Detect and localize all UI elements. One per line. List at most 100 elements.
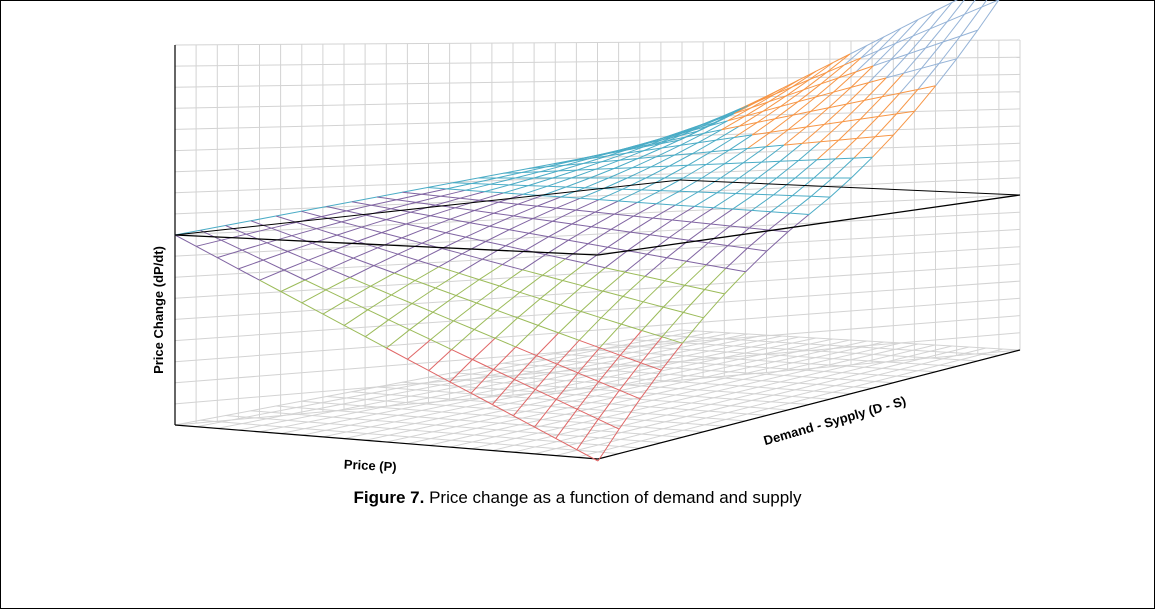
- surface-line: [577, 347, 601, 374]
- surface-line: [956, 29, 979, 60]
- surface-line: [341, 221, 362, 228]
- surface-line: [238, 259, 264, 270]
- surface-line: [792, 110, 811, 116]
- surface-line: [810, 91, 834, 112]
- surface-line: [585, 262, 606, 269]
- surface-line: [710, 149, 730, 153]
- surface-line: [832, 53, 851, 64]
- surface-line: [774, 101, 799, 120]
- floor-gridline: [654, 334, 999, 356]
- surface-line: [515, 171, 541, 179]
- surface-line: [428, 370, 451, 383]
- surface-line: [548, 223, 573, 238]
- surface-line: [287, 242, 313, 252]
- floor-gridline: [604, 343, 957, 367]
- surface-line: [730, 225, 750, 229]
- surface-line: [534, 363, 558, 390]
- surface-line: [826, 53, 851, 73]
- surface-line: [394, 272, 416, 281]
- surface-line: [414, 280, 436, 289]
- surface-line: [411, 287, 436, 304]
- surface-line: [494, 317, 518, 339]
- surface-line: [679, 132, 705, 146]
- surface-line: [435, 204, 456, 209]
- surface-line: [762, 106, 781, 112]
- surface-line: [304, 268, 330, 281]
- surface-line: [308, 259, 330, 270]
- surface-line: [579, 188, 604, 199]
- surface-line: [565, 177, 591, 188]
- surface-line: [598, 354, 621, 382]
- surface-line: [679, 130, 698, 141]
- surface-line: [622, 177, 647, 190]
- surface-line: [768, 212, 791, 231]
- surface-line: [792, 96, 817, 116]
- surface-line: [536, 332, 560, 356]
- zero-plane-edge: [174, 179, 681, 236]
- surface-line: [881, 72, 905, 98]
- surface-line: [430, 339, 452, 351]
- surface-line: [850, 82, 869, 88]
- surface-line: [328, 257, 354, 270]
- surface-line: [499, 285, 520, 293]
- zero-plane-edge: [679, 179, 1021, 196]
- surface-line: [349, 277, 371, 287]
- surface-line: [703, 120, 728, 134]
- surface-line: [843, 57, 862, 66]
- surface-line: [832, 157, 855, 179]
- surface-line: [697, 129, 722, 144]
- surface-line: [607, 231, 631, 248]
- surface-line: [458, 258, 483, 274]
- surface-line: [195, 245, 218, 259]
- surface-line: [946, 0, 965, 22]
- surface-line: [565, 186, 585, 189]
- surface-line: [724, 162, 744, 165]
- surface-line: [625, 150, 644, 154]
- surface-line: [813, 158, 836, 179]
- surface-line: [564, 163, 584, 166]
- surface-line: [583, 155, 609, 164]
- surface-line: [745, 250, 768, 273]
- surface-line: [684, 284, 705, 290]
- surface-line: [539, 280, 564, 300]
- surface-line: [517, 195, 543, 205]
- x-axis-line: [174, 424, 599, 460]
- surface-line: [532, 207, 557, 220]
- surface-line: [654, 137, 673, 146]
- surface-line: [449, 381, 472, 394]
- surface-line: [473, 310, 498, 330]
- surface-line: [735, 177, 759, 194]
- zero-plane: [174, 179, 1021, 256]
- surface-line: [781, 79, 800, 89]
- surface-line: [929, 21, 948, 30]
- surface-line: [706, 264, 727, 269]
- surface-line: [474, 329, 496, 339]
- surface-line: [662, 284, 686, 308]
- surface-line: [484, 191, 504, 194]
- surface-line: [671, 130, 698, 138]
- surface-line: [637, 147, 663, 159]
- surface-line: [661, 312, 684, 338]
- surface-line: [780, 89, 804, 107]
- surface-line: [370, 285, 392, 296]
- surface-line: [409, 311, 434, 331]
- surface-line: [683, 289, 706, 313]
- caption-text: Price change as a function of demand and…: [424, 488, 802, 507]
- surface-line: [493, 203, 519, 214]
- surface-line: [838, 137, 857, 141]
- surface-line: [453, 302, 477, 322]
- surface-line: [489, 215, 514, 227]
- surface-line: [396, 193, 422, 201]
- surface-line: [672, 219, 692, 223]
- wall-gridline: [174, 125, 1021, 152]
- surface-line: [688, 239, 709, 244]
- surface-line: [742, 146, 766, 164]
- surface-line: [942, 13, 965, 43]
- wall-gridline: [174, 108, 1021, 130]
- surface-line: [336, 226, 362, 236]
- surface-line: [792, 79, 810, 88]
- surface-line: [509, 184, 529, 187]
- surface-line: [666, 257, 687, 262]
- surface-line: [283, 269, 306, 281]
- surface-line: [730, 105, 749, 115]
